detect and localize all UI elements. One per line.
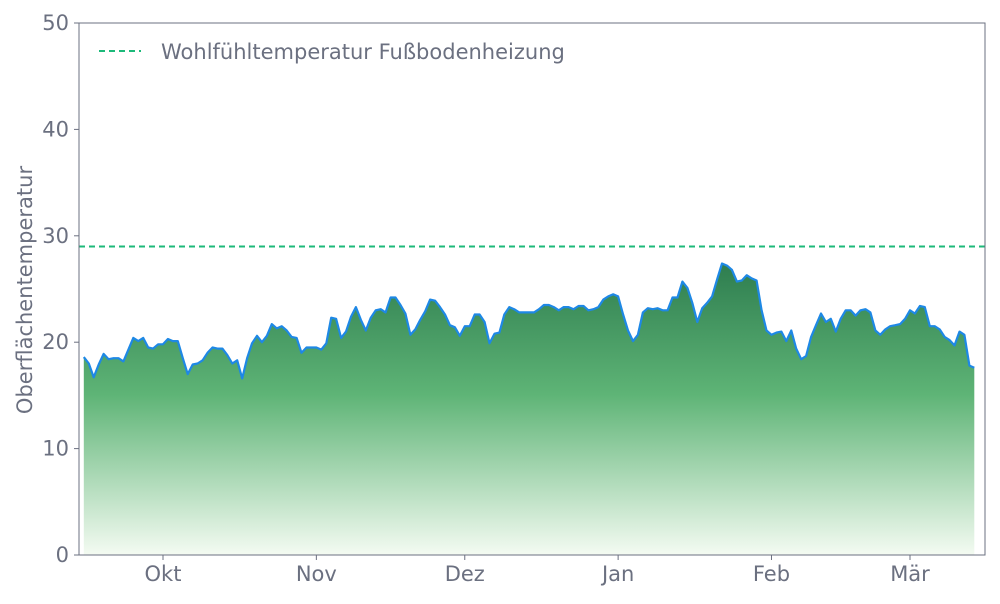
series-area-fill <box>83 263 975 555</box>
y-tick-label: 20 <box>42 330 69 354</box>
y-tick-label: 40 <box>42 117 69 141</box>
x-tick-label: Dez <box>445 562 485 586</box>
x-tick-label: Mär <box>890 562 930 586</box>
x-tick-label: Jan <box>600 562 634 586</box>
y-tick-label: 30 <box>42 224 69 248</box>
y-tick-label: 50 <box>42 11 69 35</box>
series-line <box>82 262 975 380</box>
x-tick-label: Okt <box>145 562 182 586</box>
x-tick-label: Nov <box>296 562 337 586</box>
legend: Wohlfühltemperatur Fußbodenheizung <box>99 40 565 64</box>
y-axis-label: Oberflächentemperatur <box>13 166 37 415</box>
x-tick-label: Feb <box>753 562 790 586</box>
legend-label: Wohlfühltemperatur Fußbodenheizung <box>161 40 565 64</box>
y-tick-label: 0 <box>56 543 69 567</box>
y-tick-label: 10 <box>42 437 69 461</box>
plot-frame <box>78 22 986 556</box>
